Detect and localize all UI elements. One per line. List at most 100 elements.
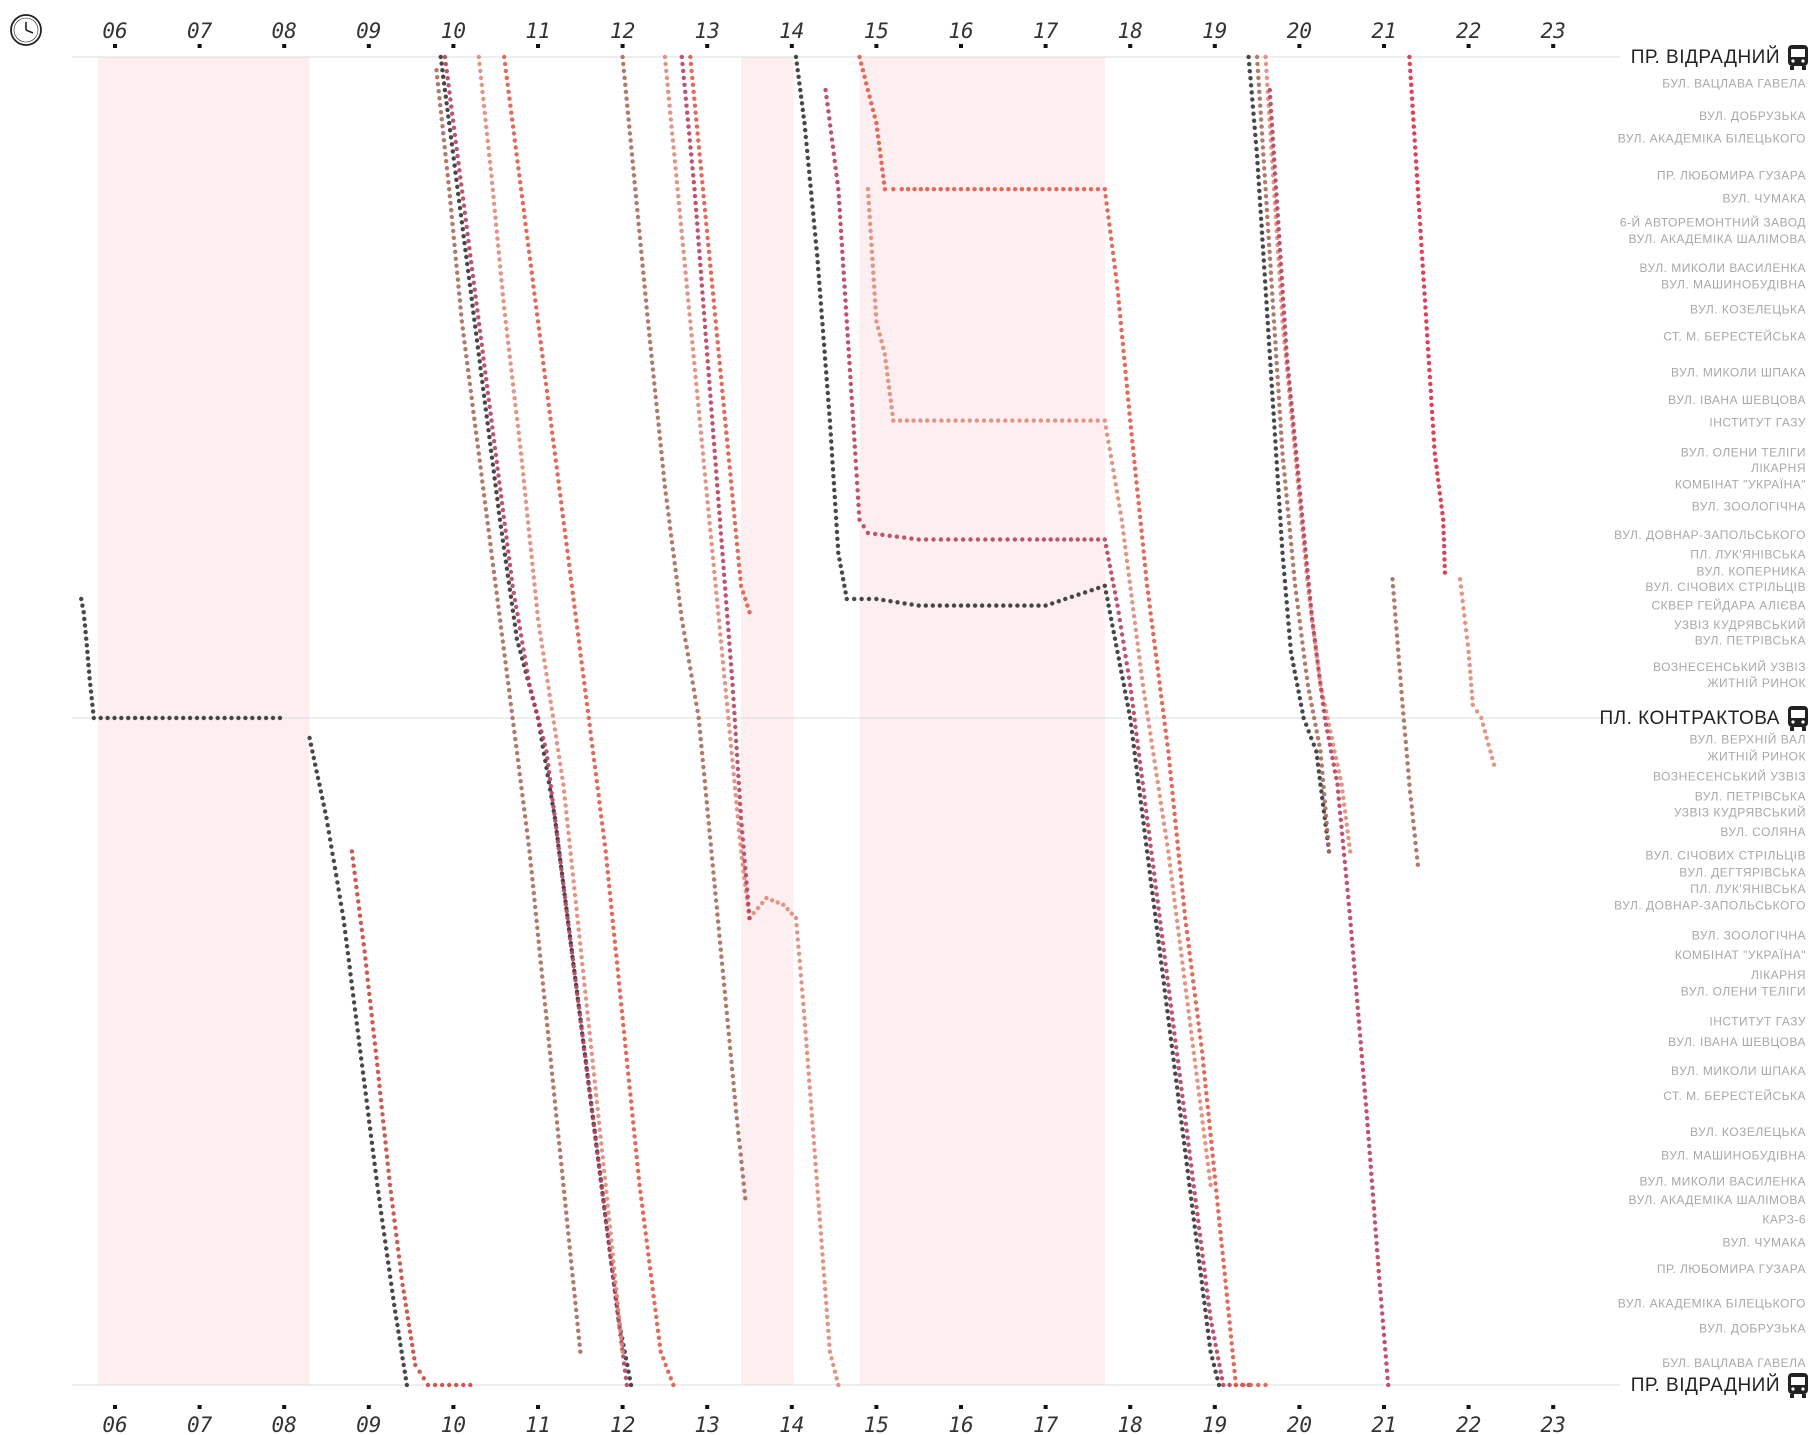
vehicle-point [1441,543,1447,549]
vehicle-point [597,1127,602,1132]
vehicle-point [550,430,555,435]
vehicle-point [696,242,701,247]
vehicle-point [911,418,916,423]
vehicle-point [591,750,596,756]
vehicle-point [1290,414,1295,420]
vehicle-point [743,1196,748,1201]
vehicle-point [479,342,484,347]
vehicle-point [842,583,847,588]
vehicle-point [584,1003,589,1008]
vehicle-point [1197,1099,1203,1104]
vehicle-point [565,1224,570,1229]
vehicle-point [1261,159,1267,164]
stop-label-outbound: УЗВІЗ КУДРЯВСЬКИЙ [1674,617,1806,632]
vehicle-point [510,117,515,122]
vehicle-point [649,1280,655,1285]
vehicle-point [690,347,696,352]
vehicle-point [447,1382,452,1388]
vehicle-point [575,913,580,918]
vehicle-point [1206,1335,1212,1341]
vehicle-point [1488,749,1493,754]
vehicle-point [1410,110,1416,115]
vehicle-point [696,715,701,721]
vehicle-point [1114,643,1119,648]
vehicle-point [564,1217,570,1222]
vehicle-point [1300,519,1305,524]
vehicle-point [1178,946,1183,951]
vehicle-point [481,486,486,491]
vehicle-point [503,68,509,74]
vehicle-point [502,54,507,60]
vehicle-point [439,117,444,122]
vehicle-point [987,603,992,608]
vehicle-point [1204,1288,1210,1293]
vehicle-point [496,473,501,478]
vehicle-point [372,1161,377,1167]
hour-tick-label-top: 10 [441,19,466,43]
vehicle-point [518,451,524,456]
vehicle-point [548,699,553,704]
vehicle-point [565,548,570,554]
vehicle-point [621,1029,627,1035]
vehicle-point [1109,243,1115,249]
vehicle-point [832,494,837,500]
vehicle-point [1147,870,1153,875]
vehicle-point [503,528,508,533]
vehicle-point [1280,296,1286,301]
vehicle-point [1467,662,1472,668]
vehicle-point [542,367,547,373]
vehicle-point [488,448,494,453]
vehicle-point [1130,600,1135,605]
vehicle-point [818,294,823,299]
vehicle-point [879,160,884,165]
vehicle-point [455,184,460,189]
vehicle-point [1152,645,1158,651]
vehicle-point [1221,1264,1227,1270]
vehicle-point [1281,303,1286,308]
vehicle-point [726,458,732,463]
vehicle-point [663,1362,668,1368]
vehicle-point [918,187,923,192]
vehicle-point [1268,94,1273,100]
vehicle-point [1209,1146,1215,1152]
vehicle-point [1365,1129,1371,1135]
vehicle-point [509,708,514,714]
vehicle-point [544,749,549,754]
vehicle-point [605,1203,610,1208]
stop-label-inbound: КОМБІНАТ "УКРАЇНА" [1675,948,1806,962]
vehicle-point [492,445,498,451]
vehicle-point [498,524,504,529]
vehicle-point [972,603,978,608]
vehicle-point [476,451,481,456]
vehicle-point [715,340,720,345]
vehicle-point [731,696,736,702]
vehicle-point [1422,298,1428,303]
vehicle-point [1216,1356,1221,1361]
vehicle-point [719,538,724,543]
vehicle-point [502,653,507,658]
vehicle-point [1303,547,1308,552]
vehicle-point [85,649,90,655]
vehicle-point [1319,756,1324,761]
vehicle-point [707,256,712,261]
vehicle-point [1301,533,1307,538]
vehicle-point [571,1280,576,1285]
vehicle-point [1305,682,1311,688]
vehicle-point [1325,827,1330,833]
vehicle-point [738,1152,743,1157]
vehicle-point [638,1189,643,1195]
vehicle-point [583,694,589,700]
vehicle-point [803,1029,808,1035]
vehicle-point [1175,1092,1181,1097]
vehicle-point [1332,749,1337,754]
vehicle-point [704,493,710,498]
vehicle-point [664,75,670,81]
stop-label-outbound: ВУЛ. СІЧОВИХ СТРІЛЬЦІВ [1645,580,1806,594]
vehicle-point [552,811,557,817]
vehicle-point [1160,814,1166,819]
vehicle-point [566,555,571,561]
vehicle-point [529,689,534,694]
stop-label-outbound: ВУЛ. ЧУМАКА [1723,191,1807,205]
vehicle-point [813,239,818,244]
